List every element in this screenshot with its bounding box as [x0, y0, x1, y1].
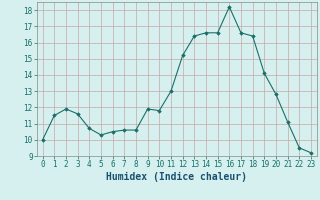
- X-axis label: Humidex (Indice chaleur): Humidex (Indice chaleur): [106, 172, 247, 182]
